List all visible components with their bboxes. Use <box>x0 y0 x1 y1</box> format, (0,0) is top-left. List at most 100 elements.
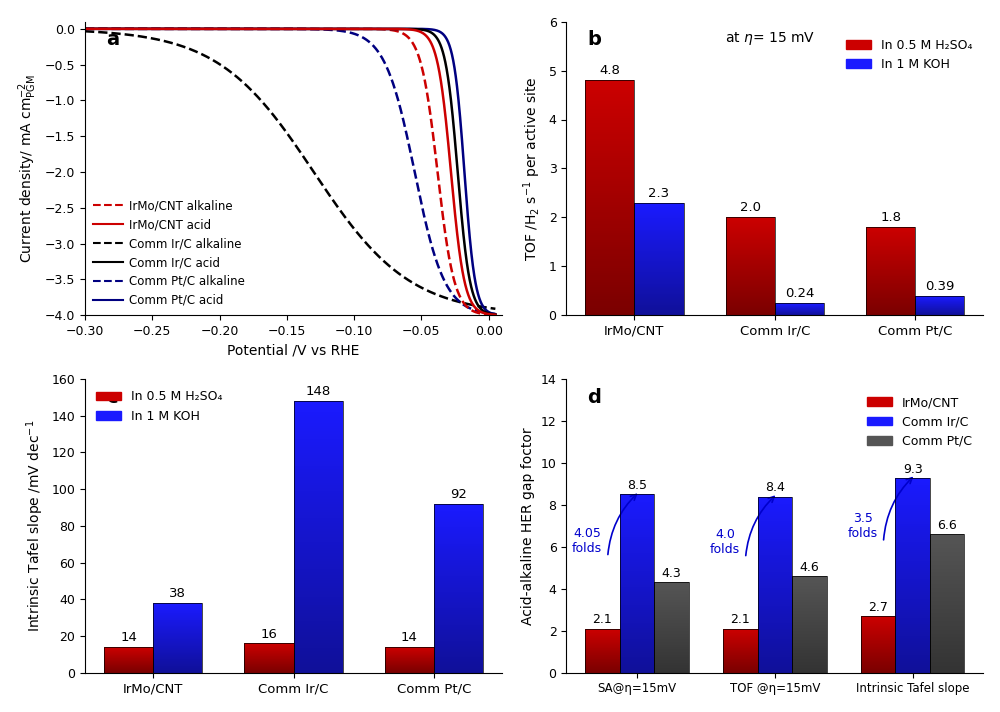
Bar <box>434 659 483 661</box>
Bar <box>866 289 915 290</box>
Bar <box>294 436 343 439</box>
Bar <box>620 666 654 667</box>
Bar <box>434 622 483 624</box>
Bar <box>895 565 930 567</box>
Bar <box>792 636 827 637</box>
Bar <box>620 595 654 596</box>
Bar <box>654 666 689 667</box>
Bar <box>294 486 343 488</box>
Bar <box>634 239 684 240</box>
Bar <box>866 245 915 246</box>
Bar <box>895 555 930 557</box>
Bar <box>866 236 915 237</box>
Bar <box>758 560 792 562</box>
Bar <box>585 169 634 172</box>
Bar <box>620 505 654 507</box>
Bar <box>634 293 684 294</box>
Bar <box>930 582 964 584</box>
Bar <box>758 516 792 518</box>
Bar <box>895 513 930 515</box>
Bar <box>758 671 792 673</box>
Bar <box>620 632 654 634</box>
Bar <box>895 526 930 528</box>
Bar <box>620 564 654 566</box>
Bar <box>620 566 654 567</box>
Bar <box>792 638 827 639</box>
Bar <box>792 639 827 640</box>
Bar <box>758 537 792 539</box>
Bar <box>758 550 792 551</box>
Bar <box>930 612 964 613</box>
Bar <box>895 620 930 622</box>
Text: 2.3: 2.3 <box>648 187 670 200</box>
Bar <box>930 534 964 673</box>
Bar <box>726 231 775 232</box>
Bar <box>866 294 915 295</box>
Bar <box>792 603 827 604</box>
Bar <box>930 535 964 537</box>
Bar <box>620 521 654 523</box>
Bar <box>895 610 930 612</box>
Bar <box>294 632 343 634</box>
Bar <box>634 306 684 308</box>
Bar <box>726 313 775 314</box>
Bar <box>294 520 343 523</box>
Bar <box>585 266 634 268</box>
Bar <box>726 280 775 281</box>
Bar <box>895 491 930 493</box>
Bar <box>634 231 684 232</box>
Bar <box>434 588 483 590</box>
Bar <box>585 125 634 127</box>
Bar <box>294 602 343 604</box>
Bar <box>294 496 343 499</box>
Bar <box>585 310 634 313</box>
Bar <box>895 602 930 604</box>
Bar <box>930 644 964 645</box>
Bar <box>792 644 827 646</box>
Bar <box>294 656 343 659</box>
Bar <box>895 634 930 636</box>
Bar <box>866 310 915 312</box>
Bar <box>792 612 827 613</box>
Bar <box>585 242 634 245</box>
Bar <box>895 645 930 647</box>
Bar <box>866 280 915 281</box>
Bar <box>620 585 654 587</box>
Bar <box>434 632 483 634</box>
Bar <box>620 641 654 642</box>
Bar <box>726 271 775 272</box>
Bar <box>895 540 930 542</box>
Bar <box>585 151 634 153</box>
Bar <box>620 637 654 639</box>
Bar <box>634 223 684 224</box>
Bar <box>620 662 654 664</box>
Bar <box>294 466 343 469</box>
Bar <box>758 614 792 617</box>
Bar <box>930 563 964 565</box>
Bar <box>434 561 483 563</box>
Bar <box>758 563 792 565</box>
Bar <box>726 308 775 309</box>
Bar <box>792 666 827 667</box>
Bar <box>758 576 792 577</box>
Bar <box>585 90 634 92</box>
Bar <box>758 643 792 644</box>
Bar <box>792 664 827 665</box>
Bar <box>895 628 930 629</box>
Bar <box>758 558 792 560</box>
Bar <box>434 525 483 528</box>
Bar <box>294 572 343 575</box>
Bar <box>866 258 915 259</box>
Bar <box>930 619 964 620</box>
Bar <box>758 555 792 556</box>
Bar <box>294 491 343 493</box>
Bar <box>634 258 684 259</box>
Bar <box>434 664 483 666</box>
Text: 0.39: 0.39 <box>925 280 954 293</box>
Bar <box>434 593 483 595</box>
Bar <box>930 645 964 646</box>
Bar <box>585 254 634 256</box>
Bar <box>654 592 689 593</box>
Bar <box>930 609 964 610</box>
Bar <box>792 635 827 636</box>
